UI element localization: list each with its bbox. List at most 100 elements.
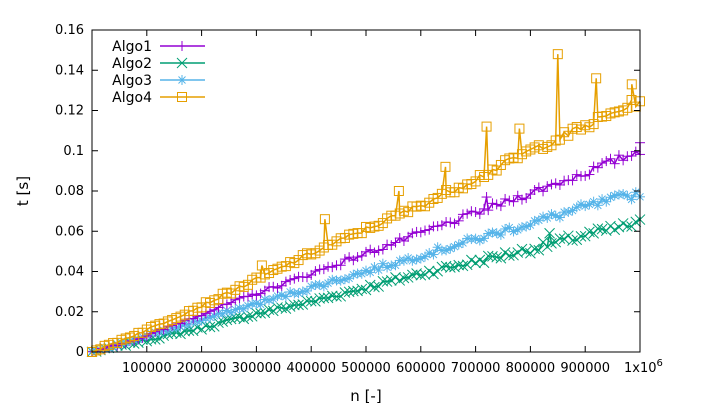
data-point xyxy=(474,235,485,246)
data-point xyxy=(319,214,330,225)
data-point xyxy=(441,245,452,256)
data-point xyxy=(335,260,346,271)
data-point xyxy=(508,196,519,207)
data-point xyxy=(491,199,502,210)
data-point xyxy=(525,189,536,200)
data-point xyxy=(453,239,464,250)
y-tick-label: 0.02 xyxy=(55,305,84,320)
x-end-label-base: 1x10 xyxy=(624,361,657,376)
data-point xyxy=(377,275,389,287)
data-point xyxy=(546,237,557,249)
data-point xyxy=(457,209,468,220)
data-point xyxy=(382,262,393,273)
data-point xyxy=(229,312,241,324)
data-point xyxy=(398,272,410,284)
data-point xyxy=(457,260,469,272)
data-point xyxy=(285,286,296,297)
data-point xyxy=(251,290,262,301)
data-point xyxy=(453,259,465,271)
data-point xyxy=(204,321,216,333)
x-tick-label-end: 1x106 xyxy=(624,358,663,376)
y-axis-title: t [s] xyxy=(14,176,32,206)
data-point xyxy=(352,252,363,263)
data-point xyxy=(369,247,380,258)
data-point xyxy=(440,260,452,272)
y-tick-label: 0 xyxy=(76,345,84,360)
data-point xyxy=(618,155,629,166)
data-point xyxy=(503,250,515,261)
data-point xyxy=(310,266,321,277)
data-point xyxy=(284,301,296,312)
y-tick-label: 0.08 xyxy=(55,184,84,199)
data-point xyxy=(514,123,525,134)
data-point xyxy=(205,306,216,317)
x-axis: 100000 200000 300000 400000 500000 600000 7000… xyxy=(122,30,610,376)
data-point xyxy=(542,181,553,192)
data-point xyxy=(521,193,532,204)
data-point xyxy=(288,299,300,311)
data-point xyxy=(588,161,599,172)
data-point xyxy=(424,247,435,258)
data-point xyxy=(251,307,262,319)
data-point xyxy=(301,295,313,307)
data-point xyxy=(474,209,485,220)
x-axis-title: n [-] xyxy=(350,387,381,405)
x-tick-label: 800000 xyxy=(506,361,556,376)
data-point xyxy=(613,150,624,161)
data-point xyxy=(552,49,563,60)
data-point xyxy=(491,228,502,239)
data-point xyxy=(453,215,464,226)
data-point xyxy=(213,317,224,329)
data-point xyxy=(558,233,570,245)
y-tick-label: 0.04 xyxy=(55,265,84,280)
data-point xyxy=(356,250,367,261)
data-point xyxy=(217,316,229,327)
data-point xyxy=(420,225,431,236)
data-point xyxy=(479,233,490,244)
data-point xyxy=(242,311,254,322)
data-point xyxy=(487,198,498,209)
data-point xyxy=(263,304,275,316)
data-point xyxy=(554,212,565,223)
data-point xyxy=(575,199,586,210)
data-point xyxy=(305,295,317,307)
data-point xyxy=(571,169,582,180)
data-point xyxy=(550,210,561,221)
data-point xyxy=(386,240,397,251)
data-point xyxy=(597,158,608,169)
data-point xyxy=(361,265,371,276)
x-tick-label: 500000 xyxy=(341,361,391,376)
data-point xyxy=(533,182,544,193)
data-point xyxy=(373,281,384,292)
data-point xyxy=(272,283,283,294)
data-point xyxy=(571,234,583,246)
data-point xyxy=(246,310,258,322)
data-point xyxy=(390,237,401,248)
data-point xyxy=(512,190,523,201)
data-point xyxy=(504,195,515,206)
data-point xyxy=(533,244,545,256)
data-point xyxy=(541,241,553,253)
data-point xyxy=(393,186,404,196)
data-point xyxy=(301,272,312,283)
data-point xyxy=(360,284,372,296)
data-point xyxy=(280,291,291,302)
data-point xyxy=(335,275,346,286)
data-point xyxy=(445,217,456,228)
data-point xyxy=(596,223,608,235)
data-point xyxy=(567,235,578,246)
data-point xyxy=(415,269,427,281)
data-point xyxy=(559,175,570,186)
data-point xyxy=(293,288,304,299)
data-point xyxy=(398,236,409,247)
data-point xyxy=(605,192,616,203)
data-point xyxy=(444,262,456,273)
data-point xyxy=(267,305,279,317)
data-point xyxy=(605,153,616,164)
legend-item-algo3: Algo3 xyxy=(112,73,205,89)
data-point xyxy=(554,179,565,190)
data-point xyxy=(500,193,511,204)
data-point xyxy=(440,161,451,172)
data-point xyxy=(331,291,342,302)
